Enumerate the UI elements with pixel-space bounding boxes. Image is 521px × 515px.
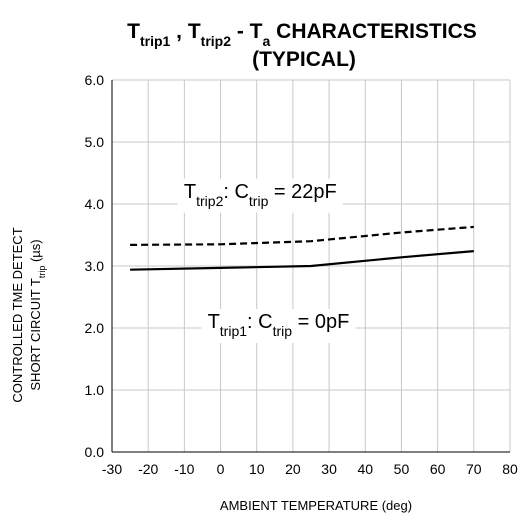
y-tick-label: 0.0	[85, 444, 105, 460]
text-part: CHARACTERISTICS	[270, 20, 477, 43]
annotation-text: Ttrip2: Ctrip = 22pF	[184, 181, 337, 209]
text-part: - T	[231, 20, 263, 43]
annotation-trip1: Ttrip1: Ctrip = 0pF	[201, 309, 356, 343]
text-part: : C	[223, 181, 249, 203]
text-part: trip	[37, 266, 47, 279]
text-part: T	[208, 311, 220, 333]
text-part: : C	[247, 311, 273, 333]
x-tick-label: 70	[466, 461, 482, 477]
text-part: trip1	[220, 323, 247, 339]
y-axis-label-line1: CONTROLLED TME DETECT	[10, 227, 25, 402]
x-tick-label: 30	[321, 461, 337, 477]
x-tick-label: 40	[357, 461, 373, 477]
x-tick-labels: -30 -20 -10 0 10 20 30 40 50 60 70 80	[102, 461, 518, 477]
series-line-trip1	[130, 250, 474, 271]
x-tick-label: 50	[394, 461, 410, 477]
text-part: , T	[170, 20, 201, 43]
text-part: SHORT CIRCUIT T	[28, 278, 43, 391]
x-tick-label: 60	[430, 461, 446, 477]
annotation-trip2: Ttrip2: Ctrip = 22pF	[177, 178, 343, 213]
text-part: (µs)	[28, 239, 43, 265]
y-tick-label: 2.0	[85, 320, 105, 336]
text-part: T	[127, 20, 140, 43]
x-tick-label: 80	[502, 461, 518, 477]
chart-title-line1: Ttrip1 , Ttrip2 - Ta CHARACTERISTICS	[127, 20, 477, 49]
text-part: trip2	[201, 33, 232, 49]
x-tick-label: -20	[138, 461, 158, 477]
x-tick-label: -30	[102, 461, 122, 477]
series-layer	[130, 225, 474, 271]
text-part: trip	[249, 193, 269, 209]
text-part: trip2	[196, 193, 223, 209]
chart-title-line2: (TYPICAL)	[252, 48, 356, 71]
y-axis-label-line2: SHORT CIRCUIT Ttrip (µs)	[28, 239, 47, 390]
text-part: trip1	[140, 33, 171, 49]
annotation-background	[201, 309, 356, 343]
series-line-trip2	[130, 225, 474, 246]
text-part: = 22pF	[268, 181, 336, 203]
y-tick-label: 3.0	[85, 258, 105, 274]
plot-frame	[111, 80, 510, 453]
annotation-text: Ttrip1: Ctrip = 0pF	[208, 311, 350, 339]
y-tick-label: 6.0	[85, 72, 105, 88]
text-part: trip	[273, 323, 293, 339]
y-tick-label: 1.0	[85, 382, 105, 398]
x-tick-label: 0	[217, 461, 225, 477]
text-part: a	[263, 33, 271, 49]
y-tick-label: 4.0	[85, 196, 105, 212]
x-tick-label: 10	[249, 461, 265, 477]
x-axis-label: AMBIENT TEMPERATURE (deg)	[220, 498, 412, 513]
text-part: T	[184, 181, 196, 203]
x-tick-label: 20	[285, 461, 301, 477]
y-tick-labels: 0.0 1.0 2.0 3.0 4.0 5.0 6.0	[85, 72, 105, 460]
y-tick-label: 5.0	[85, 134, 105, 150]
text-part: = 0pF	[292, 311, 349, 333]
x-tick-label: -10	[174, 461, 194, 477]
annotation-background	[177, 178, 343, 213]
